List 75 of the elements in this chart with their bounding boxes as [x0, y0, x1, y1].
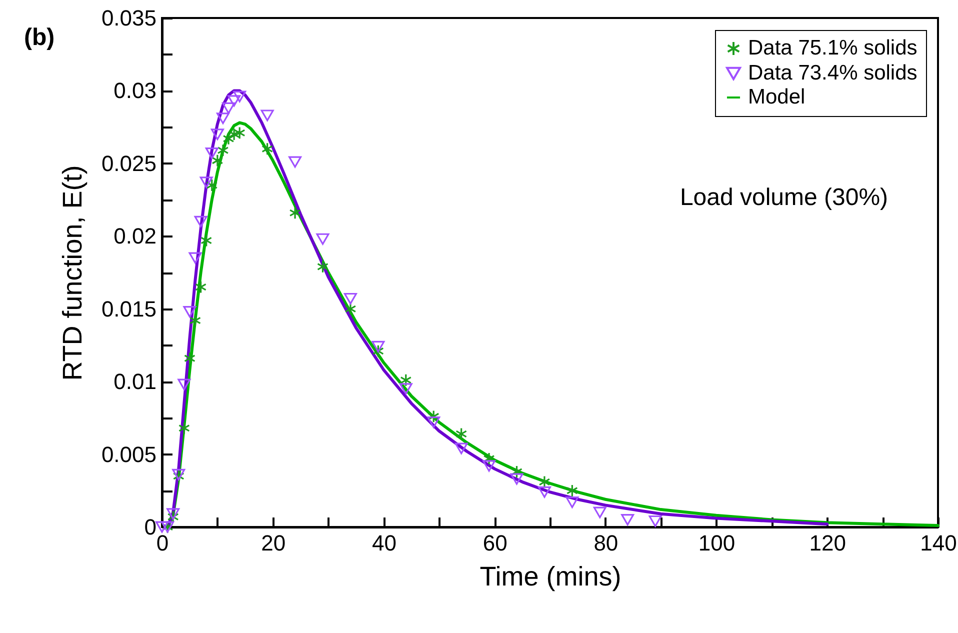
text: (b) — [24, 24, 55, 51]
point — [428, 410, 440, 423]
point — [194, 216, 208, 228]
x-tick-label: 80 — [594, 530, 618, 556]
point — [483, 452, 495, 466]
y-tick-label: 0.005 — [101, 442, 156, 467]
legend-label: Data 75.1% solids — [748, 36, 918, 60]
y-tick-label: 0.02 — [114, 224, 156, 249]
point — [344, 292, 357, 304]
x-tick-label: 120 — [809, 530, 846, 556]
point — [200, 176, 213, 188]
point — [184, 352, 196, 365]
point — [233, 90, 246, 102]
point — [288, 156, 302, 168]
point — [183, 306, 196, 318]
point — [216, 112, 230, 124]
y-tick-label: 0.015 — [101, 296, 156, 322]
point — [399, 383, 412, 395]
point — [212, 154, 224, 168]
point — [510, 473, 524, 485]
annotation: Load volume (30%) — [680, 184, 888, 211]
legend-label: Model — [748, 86, 806, 108]
point — [316, 233, 330, 245]
point — [372, 340, 385, 352]
point — [166, 508, 180, 520]
point — [289, 206, 301, 220]
point — [482, 460, 496, 472]
point — [178, 422, 190, 435]
point — [228, 128, 240, 141]
x-axis-title: Time (mins) — [480, 562, 622, 592]
y-tick-label: 0.035 — [101, 6, 156, 30]
point — [189, 314, 202, 327]
point — [566, 496, 579, 508]
point — [217, 144, 229, 157]
point — [200, 234, 212, 248]
point — [648, 515, 662, 527]
point — [344, 302, 356, 316]
point — [167, 510, 179, 524]
point — [262, 142, 274, 156]
point — [205, 148, 218, 159]
point — [538, 486, 551, 498]
point — [316, 260, 329, 274]
y-tick-label: 0 — [144, 514, 156, 540]
point — [538, 475, 550, 488]
x-tick-label: 60 — [482, 530, 508, 556]
point — [454, 442, 468, 454]
point — [195, 280, 207, 294]
point — [593, 506, 606, 518]
point — [188, 252, 202, 264]
point — [260, 110, 274, 122]
x-tick-label: 140 — [920, 530, 957, 556]
point — [621, 514, 634, 526]
point — [372, 344, 384, 358]
y-axis-title: RTD function, E(t) — [57, 165, 88, 381]
point — [178, 378, 191, 390]
y-tick-label: 0.025 — [101, 150, 156, 176]
y-tick-label: 0.01 — [114, 369, 156, 394]
point — [566, 484, 578, 498]
point — [456, 427, 468, 440]
x-tick-label: 40 — [372, 530, 396, 556]
point — [222, 102, 236, 114]
point — [234, 126, 246, 140]
y-tick-label: 0.03 — [114, 78, 156, 104]
point — [172, 468, 186, 480]
point — [510, 465, 523, 478]
x-tick-label: 20 — [261, 530, 286, 556]
point — [206, 178, 218, 192]
point — [210, 128, 224, 140]
point — [228, 95, 241, 107]
point — [427, 416, 440, 428]
x-tick-label: 100 — [698, 530, 736, 556]
legend-label: Data 73.4% solids — [748, 62, 918, 84]
point — [222, 132, 234, 146]
point — [156, 521, 168, 533]
point — [400, 374, 412, 387]
